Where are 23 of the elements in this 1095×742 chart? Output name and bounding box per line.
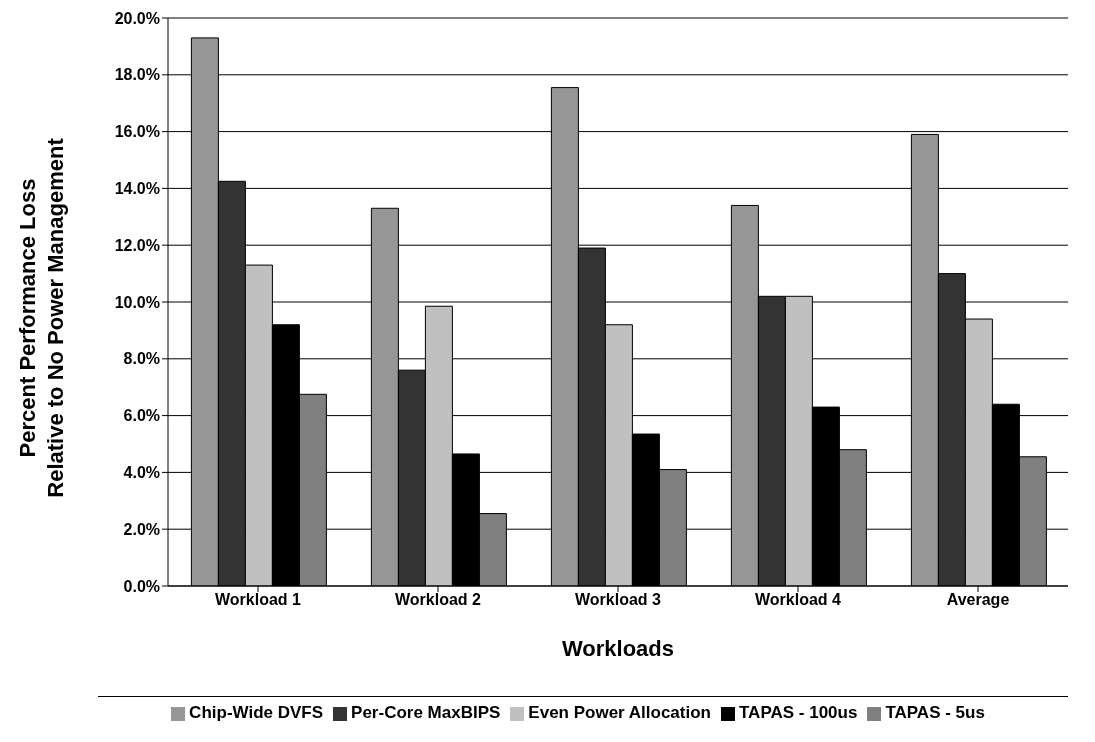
legend-label: TAPAS - 5us <box>885 703 985 722</box>
y-tick-label: 4.0% <box>123 464 160 482</box>
y-tick-label: 20.0% <box>114 9 160 27</box>
y-tick-label: 12.0% <box>114 236 160 254</box>
y-tick-label: 10.0% <box>114 293 160 311</box>
legend-label: Chip-Wide DVFS <box>189 703 324 722</box>
y-tick-label: 0.0% <box>123 577 160 595</box>
x-tick-label: Workload 1 <box>215 591 302 609</box>
x-axis-title: Workloads <box>561 636 675 661</box>
legend-label: Per-Core MaxBIPS <box>351 703 501 722</box>
y-axis-title: Percent Performance Loss Relative to No Power Management <box>15 137 68 498</box>
x-tick-label: Workload 2 <box>395 591 482 609</box>
legend-label: TAPAS - 100us <box>738 703 858 722</box>
x-tick-label: Average <box>946 591 1010 609</box>
x-tick-label: Workload 4 <box>755 591 842 609</box>
x-tick-label: Workload 3 <box>575 591 662 609</box>
y-tick-label: 14.0% <box>114 180 160 198</box>
y-tick-label: 18.0% <box>114 66 160 84</box>
y-tick-label: 6.0% <box>123 407 160 425</box>
legend-label: Even Power Allocation <box>528 703 711 722</box>
y-tick-label: 16.0% <box>114 123 160 141</box>
y-tick-label: 2.0% <box>123 520 160 538</box>
y-tick-label: 8.0% <box>123 350 160 368</box>
